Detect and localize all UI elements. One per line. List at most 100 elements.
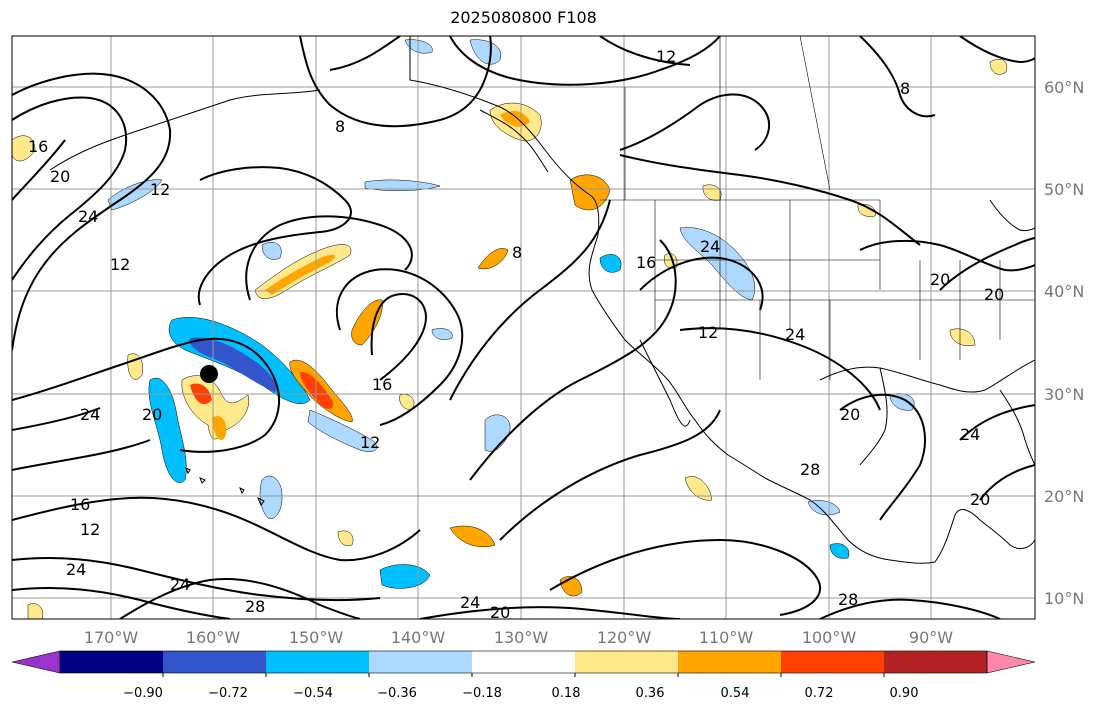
colorbar-segment bbox=[884, 651, 988, 673]
storm-position-marker bbox=[200, 365, 218, 383]
contour-label: 20 bbox=[930, 270, 950, 289]
contour-label: 16 bbox=[70, 495, 90, 514]
map-title: 2025080800 F108 bbox=[450, 8, 597, 27]
colorbar-tick-label: 0.36 bbox=[636, 686, 665, 701]
lon-tick-label: 120°W bbox=[597, 628, 652, 647]
colorbar-frame bbox=[59, 650, 988, 674]
map-frame bbox=[11, 35, 1036, 620]
lat-tick-label: 60°N bbox=[1044, 78, 1084, 97]
contour-label: 20 bbox=[50, 167, 70, 186]
positive-anomaly-area bbox=[337, 530, 354, 546]
contour-label: 24 bbox=[960, 425, 980, 444]
contour-label: 20 bbox=[490, 603, 510, 622]
negative-anomaly-area bbox=[148, 377, 187, 483]
latitude-labels: 60°N 50°N 40°N 30°N 20°N 10°N bbox=[1044, 78, 1084, 608]
colorbar-tick-label: −0.18 bbox=[462, 686, 502, 701]
lon-tick-label: 130°W bbox=[494, 628, 549, 647]
negative-anomaly-area bbox=[307, 409, 377, 452]
lon-tick-label: 110°W bbox=[699, 628, 754, 647]
lat-tick-label: 10°N bbox=[1044, 589, 1084, 608]
graticule bbox=[12, 36, 1035, 619]
lon-tick-label: 90°W bbox=[909, 628, 953, 647]
lat-tick-label: 30°N bbox=[1044, 385, 1084, 404]
longitude-labels: 170°W 160°W 150°W 140°W 130°W 120°W 110°… bbox=[84, 628, 953, 647]
negative-anomaly-area bbox=[599, 254, 622, 273]
colorbar-tick-label: −0.54 bbox=[293, 686, 333, 701]
colorbar-extend-low bbox=[11, 650, 61, 674]
colorbar-segment bbox=[369, 651, 473, 673]
lat-tick-label: 50°N bbox=[1044, 180, 1084, 199]
colorbar-extend-high bbox=[986, 650, 1036, 674]
negative-anomaly-area bbox=[431, 328, 453, 340]
contour-label: 8 bbox=[335, 117, 345, 136]
contour-label: 12 bbox=[656, 47, 676, 66]
colorbar-segment bbox=[266, 651, 370, 673]
lon-tick-label: 150°W bbox=[289, 628, 344, 647]
lat-tick-label: 40°N bbox=[1044, 282, 1084, 301]
contour-label: 12 bbox=[80, 520, 100, 539]
contour-label: 24 bbox=[785, 325, 805, 344]
colorbar-segment bbox=[781, 651, 885, 673]
contour-label: 20 bbox=[970, 490, 990, 509]
contour-label: 24 bbox=[700, 237, 720, 256]
lon-tick-label: 160°W bbox=[186, 628, 241, 647]
contour-label: 20 bbox=[142, 405, 162, 424]
contour-label: 28 bbox=[800, 460, 820, 479]
colorbar-segment bbox=[472, 651, 576, 673]
contour-label: 24 bbox=[460, 593, 480, 612]
contour-label: 12 bbox=[150, 180, 170, 199]
positive-anomaly-area bbox=[12, 135, 36, 162]
map-panel: 12 16 20 24 12 8 8 12 20 24 16 16 8 12 2… bbox=[12, 36, 1035, 622]
contour-label: 24 bbox=[170, 575, 190, 594]
negative-anomaly-area bbox=[364, 179, 441, 192]
colorbar-tick-label: 0.18 bbox=[552, 686, 581, 701]
positive-anomaly-area bbox=[857, 204, 876, 217]
lon-tick-label: 100°W bbox=[802, 628, 857, 647]
contour-label: 28 bbox=[838, 590, 858, 609]
colorbar-segment bbox=[678, 651, 782, 673]
negative-anomaly-area bbox=[469, 39, 502, 65]
positive-anomaly-area bbox=[27, 603, 44, 619]
contour-label: 16 bbox=[636, 253, 656, 272]
positive-anomaly-area bbox=[449, 525, 496, 548]
contour-label: 16 bbox=[28, 137, 48, 156]
contour-label: 12 bbox=[110, 255, 130, 274]
lon-tick-label: 140°W bbox=[391, 628, 446, 647]
colorbar-tick-label: 0.90 bbox=[890, 686, 919, 701]
contour-label: 8 bbox=[512, 243, 522, 262]
coastlines bbox=[49, 36, 1035, 564]
lat-tick-label: 20°N bbox=[1044, 487, 1084, 506]
positive-anomaly-area bbox=[569, 174, 611, 211]
colorbar-segment bbox=[575, 651, 679, 673]
negative-anomaly-area bbox=[107, 179, 163, 211]
positive-anomaly-area bbox=[684, 476, 713, 501]
colorbar-tick-label: −0.72 bbox=[208, 686, 248, 701]
contour-label: 16 bbox=[372, 375, 392, 394]
positive-anomaly-area bbox=[300, 371, 334, 409]
positive-anomaly-area bbox=[989, 59, 1008, 75]
lon-tick-label: 170°W bbox=[84, 628, 139, 647]
contour-labels: 12 16 20 24 12 8 8 12 20 24 16 16 8 12 2… bbox=[28, 47, 1004, 622]
positive-anomaly-area bbox=[477, 248, 509, 270]
positive-anomaly-area bbox=[351, 299, 383, 346]
contour-label: 20 bbox=[840, 405, 860, 424]
colorbar-tick-label: −0.90 bbox=[123, 686, 163, 701]
contour-label: 24 bbox=[78, 207, 98, 226]
negative-anomaly-area bbox=[484, 414, 511, 452]
contour-label: 8 bbox=[900, 79, 910, 98]
colorbar-tick-label: −0.36 bbox=[377, 686, 417, 701]
positive-anomaly-area bbox=[949, 328, 976, 346]
colorbar-segment bbox=[163, 651, 267, 673]
contour-label: 12 bbox=[360, 433, 380, 452]
colorbar-tick-label: 0.72 bbox=[805, 686, 834, 701]
contour-label: 20 bbox=[984, 285, 1004, 304]
negative-anomaly-area bbox=[189, 337, 277, 392]
negative-anomaly-area bbox=[259, 475, 283, 520]
contour-label: 28 bbox=[245, 597, 265, 616]
positive-anomaly-area bbox=[265, 254, 336, 295]
contour-label: 24 bbox=[80, 405, 100, 424]
colorbar-tick-label: 0.54 bbox=[721, 686, 750, 701]
negative-anomaly-area bbox=[261, 242, 282, 260]
positive-anomaly-area bbox=[212, 415, 227, 440]
